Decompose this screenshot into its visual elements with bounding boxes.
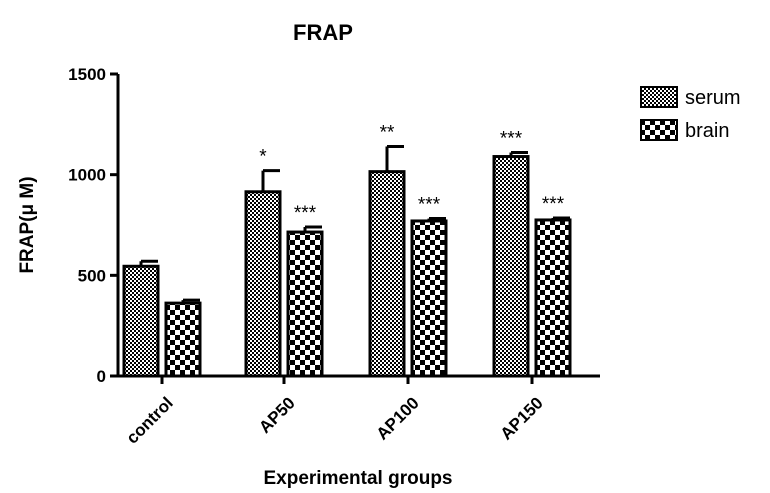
x-tick-label: AP50 [255,393,299,437]
bar-serum-AP150 [492,155,530,378]
legend-swatch-serum [640,86,678,108]
bar-serum-control [122,264,160,378]
y-tick-label: 500 [78,266,106,285]
y-tick-label: 1500 [68,65,106,84]
significance-label: *** [500,129,523,150]
chart-title: FRAP [293,20,353,45]
x-tick-label: control [123,393,177,447]
x-axis-title: Experimental groups [264,468,453,489]
bar-brain-control [164,301,202,378]
bar-brain-AP100 [410,219,448,378]
x-tick-label: AP150 [497,393,547,443]
legend-label-brain: brain [685,120,729,142]
legend: serum brain [640,86,741,142]
bar-brain-AP150 [534,218,572,378]
significance-label: *** [294,203,317,224]
bar-brain-AP50 [286,230,324,378]
significance-label: ** [380,122,395,143]
significance-label: *** [542,194,565,215]
bar-serum-AP50 [244,190,282,378]
y-axis-title: FRAP(μ M) [17,176,38,273]
legend-swatch-brain [640,119,678,141]
bar-serum-AP100 [368,170,406,378]
x-tick-label: AP100 [373,393,423,443]
y-tick-label: 1000 [68,166,106,185]
legend-label-serum: serum [685,87,741,109]
significance-label: * [259,147,267,168]
significance-label: *** [418,195,441,216]
y-tick-label: 0 [97,367,106,386]
